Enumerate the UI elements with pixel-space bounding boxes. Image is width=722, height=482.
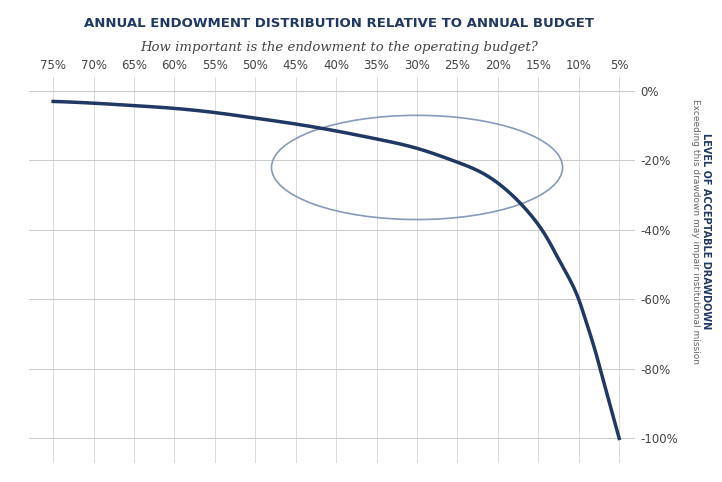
Text: ANNUAL ENDOWMENT DISTRIBUTION RELATIVE TO ANNUAL BUDGET: ANNUAL ENDOWMENT DISTRIBUTION RELATIVE T…: [84, 17, 594, 30]
Text: LEVEL OF ACCEPTABLE DRAWDOWN: LEVEL OF ACCEPTABLE DRAWDOWN: [701, 133, 711, 330]
Text: Exceeding this drawdown may impair institutional mission: Exceeding this drawdown may impair insti…: [691, 99, 700, 364]
Text: How important is the endowment to the operating budget?: How important is the endowment to the op…: [140, 41, 539, 54]
